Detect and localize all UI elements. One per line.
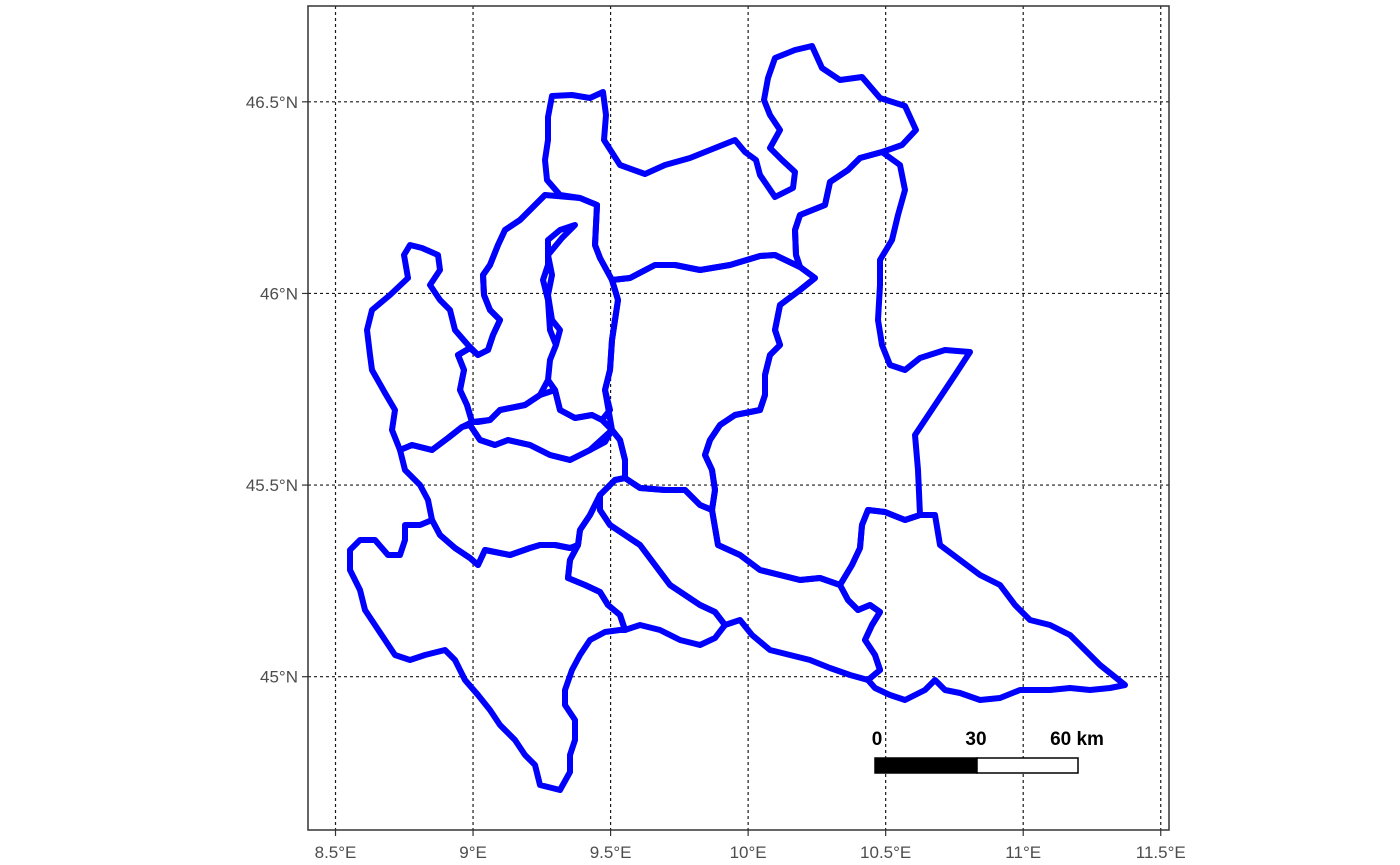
y-tick-label-1: 45.5°N: [246, 476, 298, 495]
region-sondrio: [542, 43, 919, 283]
x-tick-label-1: 9°E: [459, 843, 487, 862]
panel-border: [307, 5, 1170, 831]
x-tick-label-0: 8.5°E: [315, 843, 357, 862]
scale-label-0: 0: [872, 729, 883, 750]
region-brescia: [702, 149, 973, 588]
region-lecco: [455, 192, 621, 425]
x-tick-label-4: 10.5°E: [860, 843, 911, 862]
y-tick-label-0: 45°N: [260, 668, 298, 687]
province-boundaries: [347, 43, 1128, 793]
x-tick-label-6: 11.5°E: [1136, 843, 1186, 862]
region-cremona: [597, 475, 883, 683]
scale-bar: 0 30 60 km: [872, 729, 1104, 774]
y-axis: 45°N 45.5°N 46°N 46.5°N: [246, 93, 308, 687]
scale-label-30: 30: [965, 729, 986, 750]
y-tick-label-2: 46°N: [260, 284, 298, 303]
y-tick-label-3: 46.5°N: [246, 93, 298, 112]
region-como: [364, 192, 548, 453]
region-mantova: [837, 507, 1128, 703]
x-axis: 8.5°E 9°E 9.5°E 10°E 10.5°E 11°E 11.5°E: [315, 830, 1186, 862]
scale-label-60: 60 km: [1050, 729, 1104, 750]
x-tick-label-3: 10°E: [730, 843, 767, 862]
graticule: [308, 6, 1169, 830]
scale-bar-segment-1: [874, 757, 978, 774]
x-tick-label-5: 11°E: [1005, 843, 1041, 862]
scale-bar-segment-2: [976, 757, 1079, 774]
x-tick-label-2: 9.5°E: [590, 843, 632, 862]
region-milano: [397, 422, 628, 568]
region-lodi: [565, 492, 728, 648]
region-pavia: [347, 517, 628, 793]
